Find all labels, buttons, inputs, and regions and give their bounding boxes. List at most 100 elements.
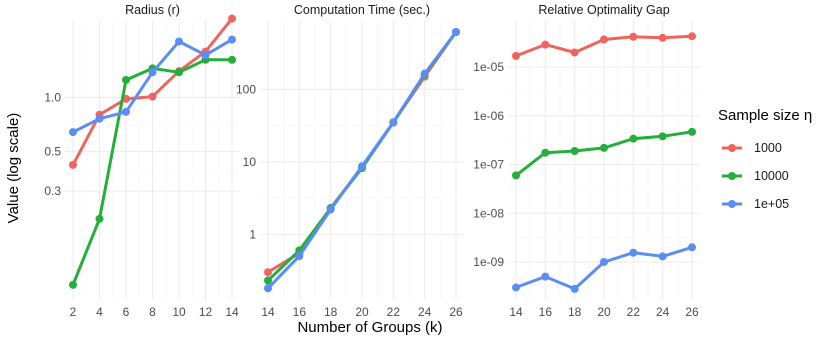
x-tick-label: 20 — [355, 305, 369, 319]
series-1e-05 — [69, 35, 236, 137]
data-point — [512, 283, 520, 292]
y-tick-label: 1e-08 — [473, 206, 504, 220]
x-tick-label: 8 — [149, 305, 156, 319]
data-point — [688, 127, 696, 136]
data-point — [175, 37, 183, 46]
x-tick-label: 22 — [627, 305, 641, 319]
x-tick-label: 20 — [597, 305, 611, 319]
data-point — [452, 27, 460, 36]
x-tick-label: 26 — [685, 305, 699, 319]
data-point — [69, 128, 77, 137]
legend-label: 1e+05 — [754, 197, 789, 211]
legend-item-1000: 1000 — [722, 141, 782, 155]
x-tick-label: 12 — [199, 305, 213, 319]
legend-key-point — [728, 200, 736, 208]
data-point — [629, 248, 638, 257]
x-tick-label: 16 — [293, 305, 307, 319]
data-point — [570, 48, 579, 57]
data-point — [570, 146, 579, 155]
data-point — [658, 252, 667, 261]
data-point — [69, 160, 77, 169]
data-point — [175, 68, 183, 77]
data-point — [295, 252, 304, 261]
x-tick-label: 16 — [539, 305, 553, 319]
data-point — [228, 14, 236, 23]
legend-key-point — [728, 172, 736, 180]
panel-3: 14 16 18 20 22 24 26 1e-09 1e-08 1e-07 1e-06 1e-05 R… — [473, 3, 700, 319]
legend-label: 10000 — [754, 169, 789, 183]
y-tick-label: 0.5 — [44, 144, 61, 158]
data-point — [541, 40, 550, 49]
data-point — [201, 51, 210, 60]
legend-key-point — [728, 144, 736, 152]
data-point — [326, 205, 335, 214]
x-tick-label: 24 — [418, 305, 432, 319]
x-tick-label: 18 — [324, 305, 338, 319]
data-point — [512, 51, 520, 60]
x-tick-label: 2 — [70, 305, 77, 319]
x-tick-label: 4 — [96, 305, 103, 319]
series-10000 — [512, 127, 696, 180]
panel-title: Radius (r) — [125, 3, 180, 17]
data-point — [688, 32, 696, 41]
x-tick-label: 14 — [509, 305, 523, 319]
data-point — [658, 132, 667, 141]
panel-title: Computation Time (sec.) — [294, 3, 430, 17]
x-tick-label: 14 — [261, 305, 275, 319]
x-tick-label: 6 — [123, 305, 130, 319]
y-tick-label: 1.0 — [44, 90, 61, 104]
data-point — [420, 69, 429, 78]
data-point — [148, 92, 157, 101]
series-1e-05 — [512, 243, 696, 293]
data-point — [600, 35, 608, 44]
data-point — [228, 35, 236, 44]
x-tick-label: 22 — [387, 305, 401, 319]
data-point — [228, 55, 236, 64]
data-point — [600, 143, 608, 152]
y-tick-label: 1e-07 — [473, 158, 504, 172]
data-point — [69, 280, 77, 289]
x-axis-title: Number of Groups (k) — [297, 319, 442, 336]
data-point — [570, 284, 579, 293]
x-tick-label: 14 — [225, 305, 239, 319]
data-point — [541, 148, 550, 157]
data-point — [148, 68, 157, 77]
data-point — [95, 114, 104, 123]
y-tick-label: 0.3 — [44, 184, 61, 198]
y-tick-label: 1e-06 — [473, 109, 504, 123]
series-1000 — [512, 32, 696, 60]
legend: Sample size η 1000 10000 1e+05 — [718, 107, 812, 211]
x-tick-label: 26 — [449, 305, 463, 319]
data-point — [95, 214, 104, 223]
panel-1: 2 4 6 8 10 12 14 0.3 0.5 1.0 Radius (r) — [44, 3, 240, 319]
data-point — [600, 257, 608, 266]
x-tick-label: 24 — [656, 305, 670, 319]
data-point — [541, 272, 550, 281]
data-point — [629, 134, 638, 143]
data-point — [122, 75, 130, 84]
data-point — [358, 162, 366, 171]
data-point — [688, 243, 696, 252]
panel-title: Relative Optimality Gap — [538, 3, 669, 17]
x-tick-label: 10 — [172, 305, 186, 319]
data-point — [264, 276, 272, 285]
y-tick-label: 100 — [236, 82, 256, 96]
data-point — [389, 118, 398, 127]
legend-label: 1000 — [754, 141, 782, 155]
data-point — [658, 33, 667, 42]
y-tick-label: 1 — [249, 227, 256, 241]
legend-entries: 1000 10000 1e+05 — [722, 141, 789, 211]
y-tick-label: 10 — [243, 155, 257, 169]
legend-item-10000: 10000 — [722, 169, 789, 183]
series-1e-05 — [264, 27, 460, 293]
y-tick-label: 1e-05 — [473, 60, 504, 74]
data-point — [512, 171, 520, 180]
y-axis-title: Value (log scale) — [5, 113, 22, 224]
legend-title: Sample size η — [718, 107, 812, 124]
data-point — [629, 32, 638, 41]
legend-item-1e-05: 1e+05 — [722, 197, 789, 211]
x-tick-label: 18 — [568, 305, 582, 319]
data-point — [122, 107, 130, 116]
